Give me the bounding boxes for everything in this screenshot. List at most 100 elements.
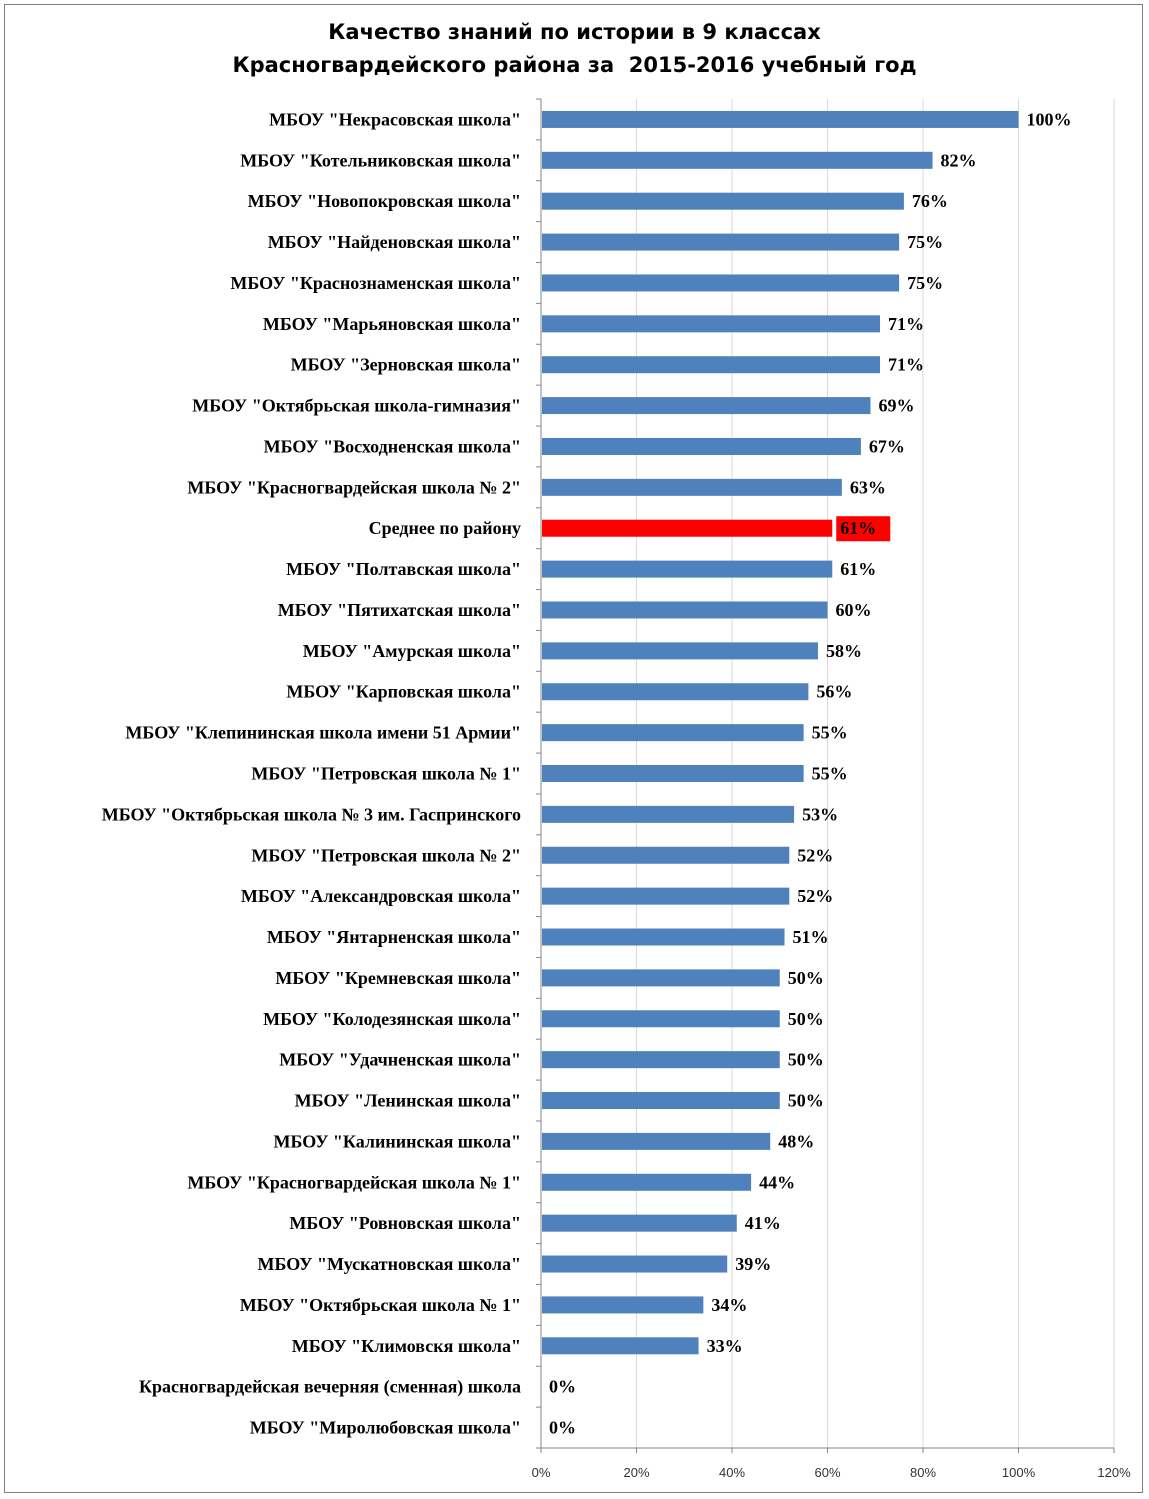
data-label: 53% xyxy=(802,804,838,824)
category-label: Красногвардейская вечерняя (сменная) шко… xyxy=(139,1377,521,1398)
bar xyxy=(542,1296,704,1314)
bar xyxy=(542,846,790,864)
bar xyxy=(542,1010,780,1028)
data-label: 61% xyxy=(840,559,876,579)
category-label: МБОУ "Калининская школа" xyxy=(273,1131,521,1151)
labels: 0% 20% 40% 60% 80% 100% 120% МБОУ "Некрасовская… xyxy=(102,109,1131,1480)
data-label: 50% xyxy=(788,1091,824,1111)
value-label-background xyxy=(836,516,891,542)
bar xyxy=(542,642,818,660)
data-label: 58% xyxy=(826,641,862,661)
category-label: МБОУ "Котельниковская школа" xyxy=(240,150,521,170)
x-tick-label: 80% xyxy=(910,1465,936,1480)
data-label: 71% xyxy=(888,355,924,375)
category-label: МБОУ "Клепининская школа имени 51 Армии" xyxy=(125,723,521,743)
category-label: МБОУ "Мускатновская школа" xyxy=(258,1254,522,1274)
category-label: МБОУ "Красногвардейская школа № 1" xyxy=(187,1172,521,1192)
category-label: МБОУ "Новопокровская школа" xyxy=(248,191,521,211)
category-label: МБОУ "Александровская школа" xyxy=(241,886,521,906)
category-label: МБОУ "Петровская школа № 1" xyxy=(251,764,521,784)
bar xyxy=(542,887,790,905)
category-label: МБОУ "Петровская школа № 2" xyxy=(251,845,521,865)
data-label: 63% xyxy=(850,477,886,497)
bar xyxy=(542,969,780,987)
data-label: 39% xyxy=(735,1254,771,1274)
bars xyxy=(542,110,1019,1355)
bar xyxy=(542,274,900,292)
category-label: МБОУ "Октябрьская школа-гимназия" xyxy=(192,396,521,416)
category-label: МБОУ "Краснознаменская школа" xyxy=(230,273,521,293)
chart-title: Качество знаний по истории в 9 классах К… xyxy=(0,16,1149,82)
bar xyxy=(542,1214,737,1232)
category-label: Среднее по району xyxy=(369,518,521,538)
data-label: 55% xyxy=(812,764,848,784)
category-label: МБОУ "Полтавская школа" xyxy=(286,559,521,579)
data-label: 55% xyxy=(812,723,848,743)
data-label: 67% xyxy=(869,436,905,456)
bar xyxy=(542,356,881,374)
data-label: 0% xyxy=(549,1418,576,1438)
category-label: МБОУ "Найденовская школа" xyxy=(268,232,521,252)
axes xyxy=(536,98,1115,1453)
bar xyxy=(542,1173,752,1191)
category-label: МБОУ "Ровновская школа" xyxy=(289,1213,521,1233)
x-tick-label: 0% xyxy=(532,1465,551,1480)
data-label: 75% xyxy=(907,232,943,252)
data-label: 33% xyxy=(707,1336,743,1356)
data-label: 56% xyxy=(816,682,852,702)
category-label: МБОУ "Зерновская школа" xyxy=(291,355,521,375)
bar xyxy=(542,805,795,823)
category-label: МБОУ "Некрасовская школа" xyxy=(269,109,521,129)
data-label: 50% xyxy=(788,968,824,988)
category-label: МБОУ "Октябрьская школа № 3 им. Гаспринс… xyxy=(102,804,521,824)
data-label: 50% xyxy=(788,1009,824,1029)
category-label: МБОУ "Янтарненская школа" xyxy=(267,927,521,947)
bar xyxy=(542,1051,780,1069)
bar xyxy=(542,601,828,619)
data-label: 50% xyxy=(788,1050,824,1070)
bar xyxy=(542,233,900,251)
data-label: 34% xyxy=(711,1295,747,1315)
category-label: МБОУ "Красногвардейская школа № 2" xyxy=(187,477,521,497)
bar xyxy=(542,397,871,415)
data-label: 52% xyxy=(797,845,833,865)
data-label: 61% xyxy=(840,518,876,538)
data-label: 51% xyxy=(793,927,829,947)
category-label: МБОУ "Октябрьская школа № 1" xyxy=(240,1295,521,1315)
category-label: МБОУ "Колодезянская школа" xyxy=(263,1009,521,1029)
bar xyxy=(542,151,933,169)
bar xyxy=(542,315,881,333)
bar xyxy=(542,1255,728,1273)
category-label: МБОУ "Марьяновская школа" xyxy=(263,314,521,334)
category-label: МБОУ "Ленинская школа" xyxy=(295,1091,521,1111)
bar xyxy=(542,560,833,578)
bar xyxy=(542,1337,699,1355)
data-label: 44% xyxy=(759,1172,795,1192)
data-label: 52% xyxy=(797,886,833,906)
data-label: 48% xyxy=(778,1131,814,1151)
data-label: 75% xyxy=(907,273,943,293)
x-tick-label: 60% xyxy=(814,1465,840,1480)
category-label: МБОУ "Удачненская школа" xyxy=(279,1050,521,1070)
bar xyxy=(542,437,861,455)
x-tick-label: 40% xyxy=(719,1465,745,1480)
bar xyxy=(542,683,809,701)
chart-title-line-1: Качество знаний по истории в 9 классах xyxy=(328,20,821,44)
chart-title-line-2: Красногвардейского района за 2015-2016 у… xyxy=(232,53,917,77)
data-label: 76% xyxy=(912,191,948,211)
category-label: МБОУ "Восходненская школа" xyxy=(264,436,521,456)
data-label: 100% xyxy=(1027,109,1072,129)
data-label: 71% xyxy=(888,314,924,334)
category-label: МБОУ "Пятихатская школа" xyxy=(278,600,521,620)
data-label: 69% xyxy=(878,396,914,416)
data-label: 41% xyxy=(745,1213,781,1233)
category-label: МБОУ "Амурская школа" xyxy=(303,641,521,661)
chart-frame xyxy=(4,4,1143,1493)
bar xyxy=(542,110,1019,128)
bar xyxy=(542,1092,780,1110)
x-tick-label: 120% xyxy=(1097,1465,1131,1480)
category-label: МБОУ "Карповская школа" xyxy=(286,682,521,702)
category-label: МБОУ "Климовскя школа" xyxy=(292,1336,521,1356)
category-label: МБОУ "Кремневская школа" xyxy=(275,968,521,988)
